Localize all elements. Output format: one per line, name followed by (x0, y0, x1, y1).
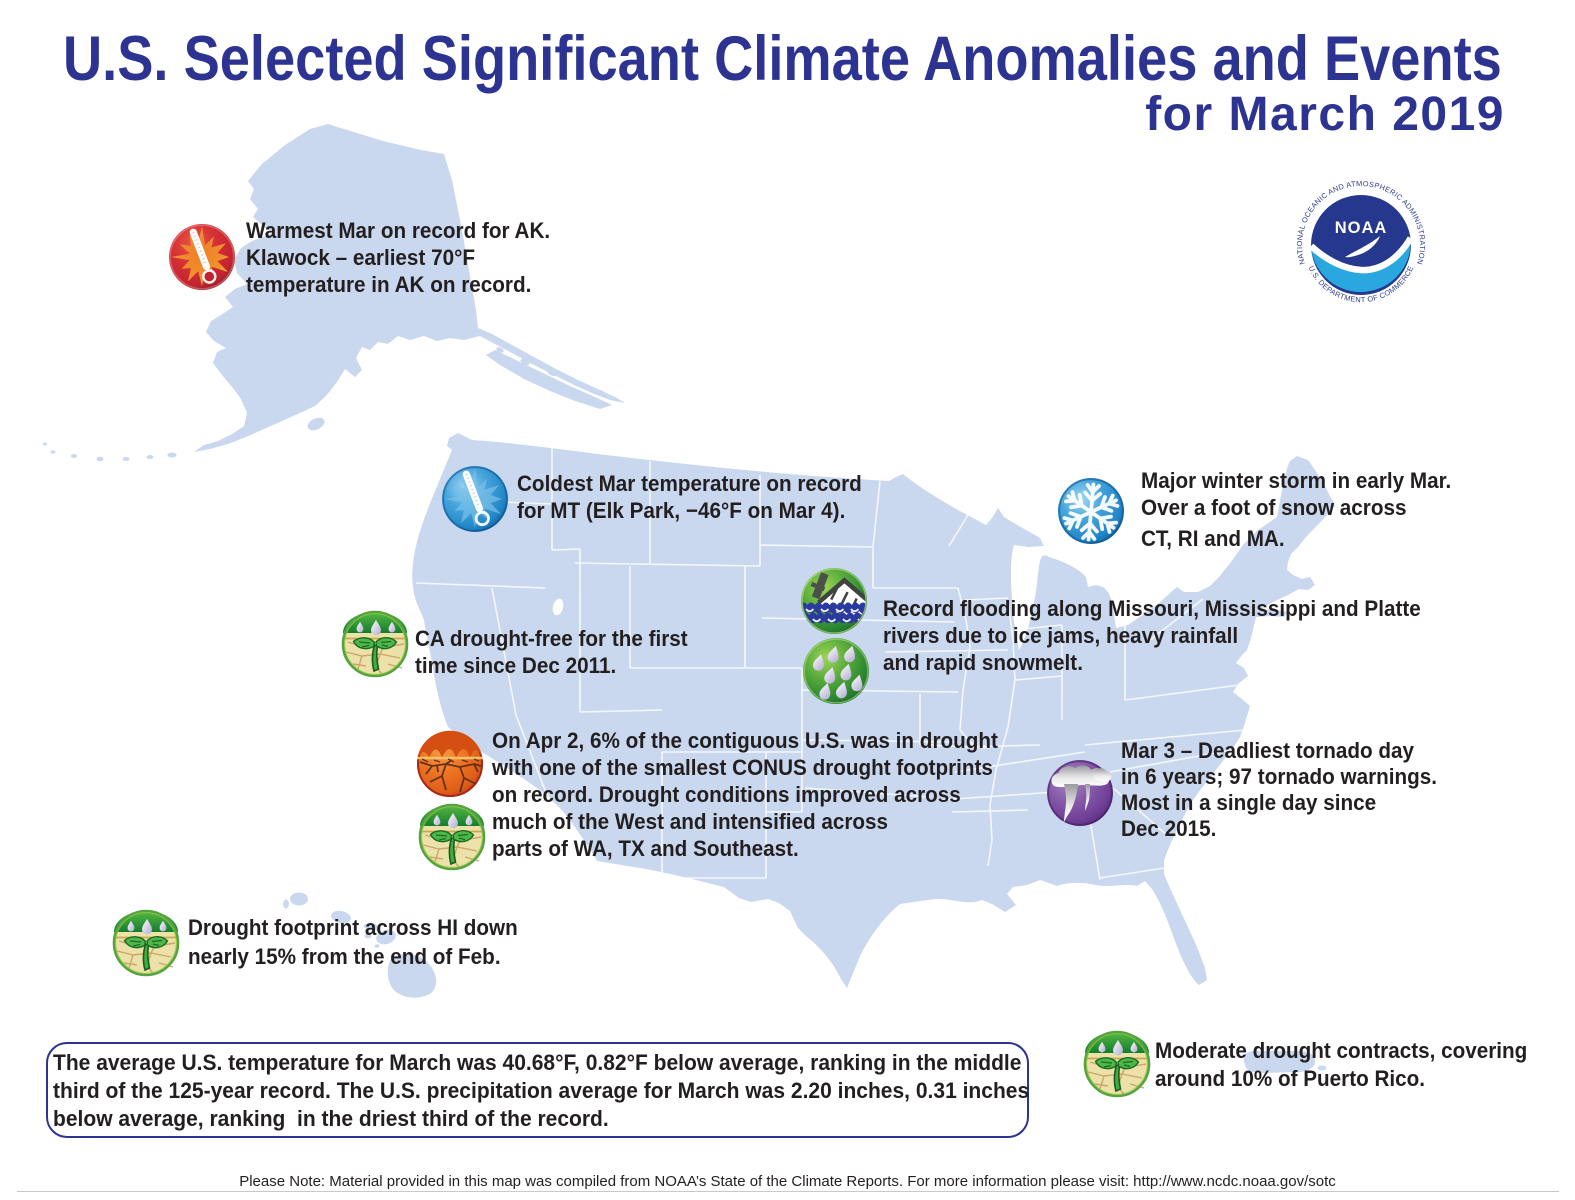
svg-text:NOAA: NOAA (1335, 219, 1388, 237)
